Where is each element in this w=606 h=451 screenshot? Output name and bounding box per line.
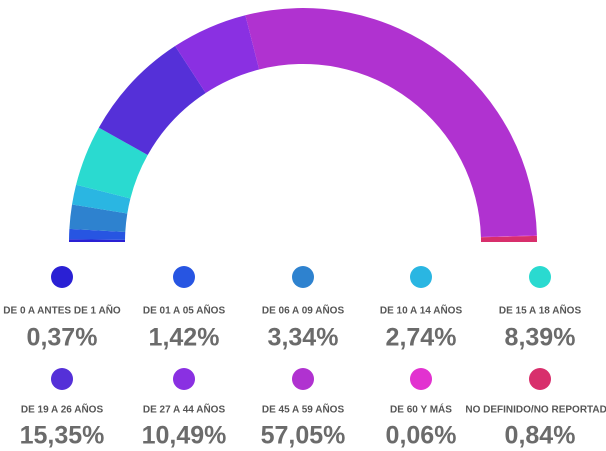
legend-label: DE 19 A 26 AÑOS bbox=[21, 403, 104, 416]
value-label: 1,42% bbox=[149, 324, 220, 352]
value-label: 15,35% bbox=[20, 422, 105, 450]
legend-swatch bbox=[51, 266, 73, 288]
value-label: 3,34% bbox=[268, 324, 339, 352]
arc-segment bbox=[69, 204, 128, 233]
legend-label: NO DEFINIDO/NO REPORTADO bbox=[465, 405, 606, 416]
value-label: 57,05% bbox=[261, 422, 346, 450]
arc-segment bbox=[69, 228, 126, 240]
arc-segment bbox=[245, 8, 537, 237]
legend-label: DE 0 A ANTES DE 1 AÑO bbox=[3, 304, 121, 317]
arc-segment bbox=[480, 235, 537, 242]
legend-swatch bbox=[173, 266, 195, 288]
legend-label: DE 06 A 09 AÑOS bbox=[262, 304, 345, 317]
arc-segment bbox=[175, 15, 260, 93]
legend-swatch bbox=[173, 368, 195, 390]
value-label: 10,49% bbox=[142, 422, 227, 450]
legend-swatch bbox=[51, 368, 73, 390]
legend-swatch bbox=[529, 266, 551, 288]
legend-label: DE 15 A 18 AÑOS bbox=[499, 304, 582, 317]
legend-label: DE 01 A 05 AÑOS bbox=[143, 304, 226, 317]
arc-segment bbox=[72, 184, 131, 214]
legend-label: DE 27 A 44 AÑOS bbox=[143, 403, 226, 416]
value-label: 2,74% bbox=[386, 324, 457, 352]
value-label: 0,06% bbox=[386, 422, 457, 450]
legend-swatch bbox=[292, 368, 314, 390]
value-label: 0,84% bbox=[505, 422, 576, 450]
arc-segment bbox=[76, 127, 148, 199]
value-label: 8,39% bbox=[505, 324, 576, 352]
arc-segment bbox=[69, 239, 126, 242]
legend-label: DE 60 Y MÁS bbox=[390, 403, 452, 416]
legend-swatch bbox=[529, 368, 551, 390]
legend-swatch bbox=[410, 266, 432, 288]
value-label: 0,37% bbox=[27, 324, 98, 352]
legend-label: DE 45 A 59 AÑOS bbox=[262, 403, 345, 416]
legend-label: DE 10 A 14 AÑOS bbox=[380, 304, 463, 317]
arc-segment bbox=[98, 46, 206, 156]
legend-swatch bbox=[410, 368, 432, 390]
arc-segment bbox=[480, 235, 537, 238]
legend-swatch bbox=[292, 266, 314, 288]
